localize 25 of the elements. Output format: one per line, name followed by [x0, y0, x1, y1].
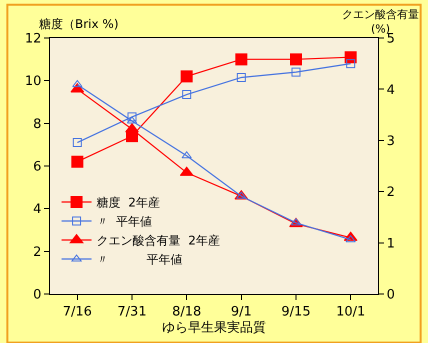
- y2-tick-label: 4: [386, 82, 395, 98]
- legend-label: 〃 平年値: [96, 214, 152, 229]
- y2-tick-label: 1: [386, 236, 395, 252]
- y2-tick-label: 0: [386, 288, 395, 303]
- y-axis-title: 糖度（Brix %): [39, 17, 118, 31]
- x-tick-label: 9/1: [230, 304, 252, 320]
- y-tick-label: 6: [33, 160, 42, 175]
- x-tick-label: 7/16: [62, 304, 92, 320]
- x-tick-label: 10/1: [336, 304, 366, 320]
- y-tick-label: 10: [24, 74, 42, 90]
- legend-label: クエン酸含有量 2年産: [96, 234, 220, 248]
- y-tick-label: 0: [33, 288, 42, 303]
- x-tick-label: 9/15: [281, 304, 311, 320]
- y-tick-label: 12: [24, 32, 42, 47]
- x-axis-title: ゆら早生果実品質: [162, 320, 266, 336]
- y-tick-label: 2: [33, 244, 42, 260]
- y-tick-label: 8: [33, 116, 42, 132]
- y2-tick-label: 2: [386, 185, 395, 200]
- y-tick-label: 4: [33, 202, 42, 218]
- x-tick-label: 7/31: [117, 304, 147, 320]
- legend-label: 糖度 2年産: [96, 196, 160, 210]
- y2-tick-label: 3: [386, 134, 395, 149]
- y2-tick-label: 5: [386, 32, 395, 47]
- x-tick-label: 8/18: [172, 304, 202, 320]
- legend-label: 〃 平年値: [96, 252, 183, 267]
